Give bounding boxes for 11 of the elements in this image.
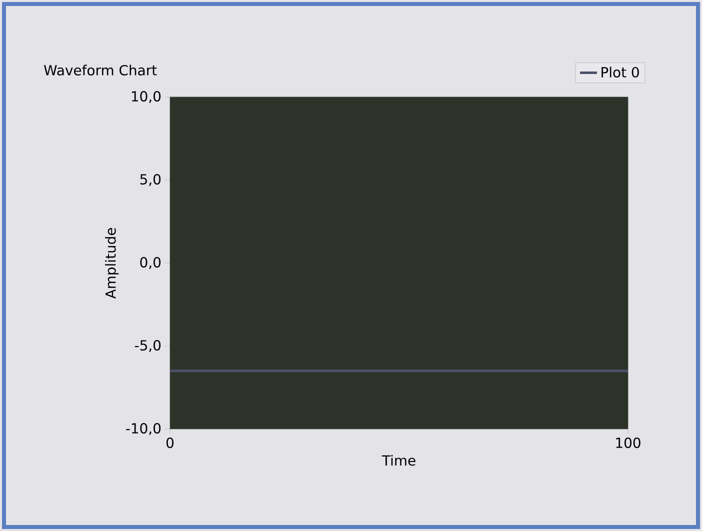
y-tick-label: 5,0 — [140, 174, 161, 186]
chart-title: Waveform Chart — [44, 64, 157, 76]
y-tick-label: 10,0 — [132, 91, 161, 103]
y-tick-label: 0,0 — [140, 257, 161, 269]
x-tick-label: 100 — [616, 438, 640, 448]
x-axis-title: Time — [382, 454, 416, 466]
y-tick-label: -10,0 — [126, 423, 161, 435]
y-axis-title: Amplitude — [105, 228, 119, 299]
x-tick-label: 0 — [166, 438, 174, 448]
legend-label: Plot 0 — [602, 66, 639, 78]
y-tick-label: -5,0 — [134, 340, 161, 352]
